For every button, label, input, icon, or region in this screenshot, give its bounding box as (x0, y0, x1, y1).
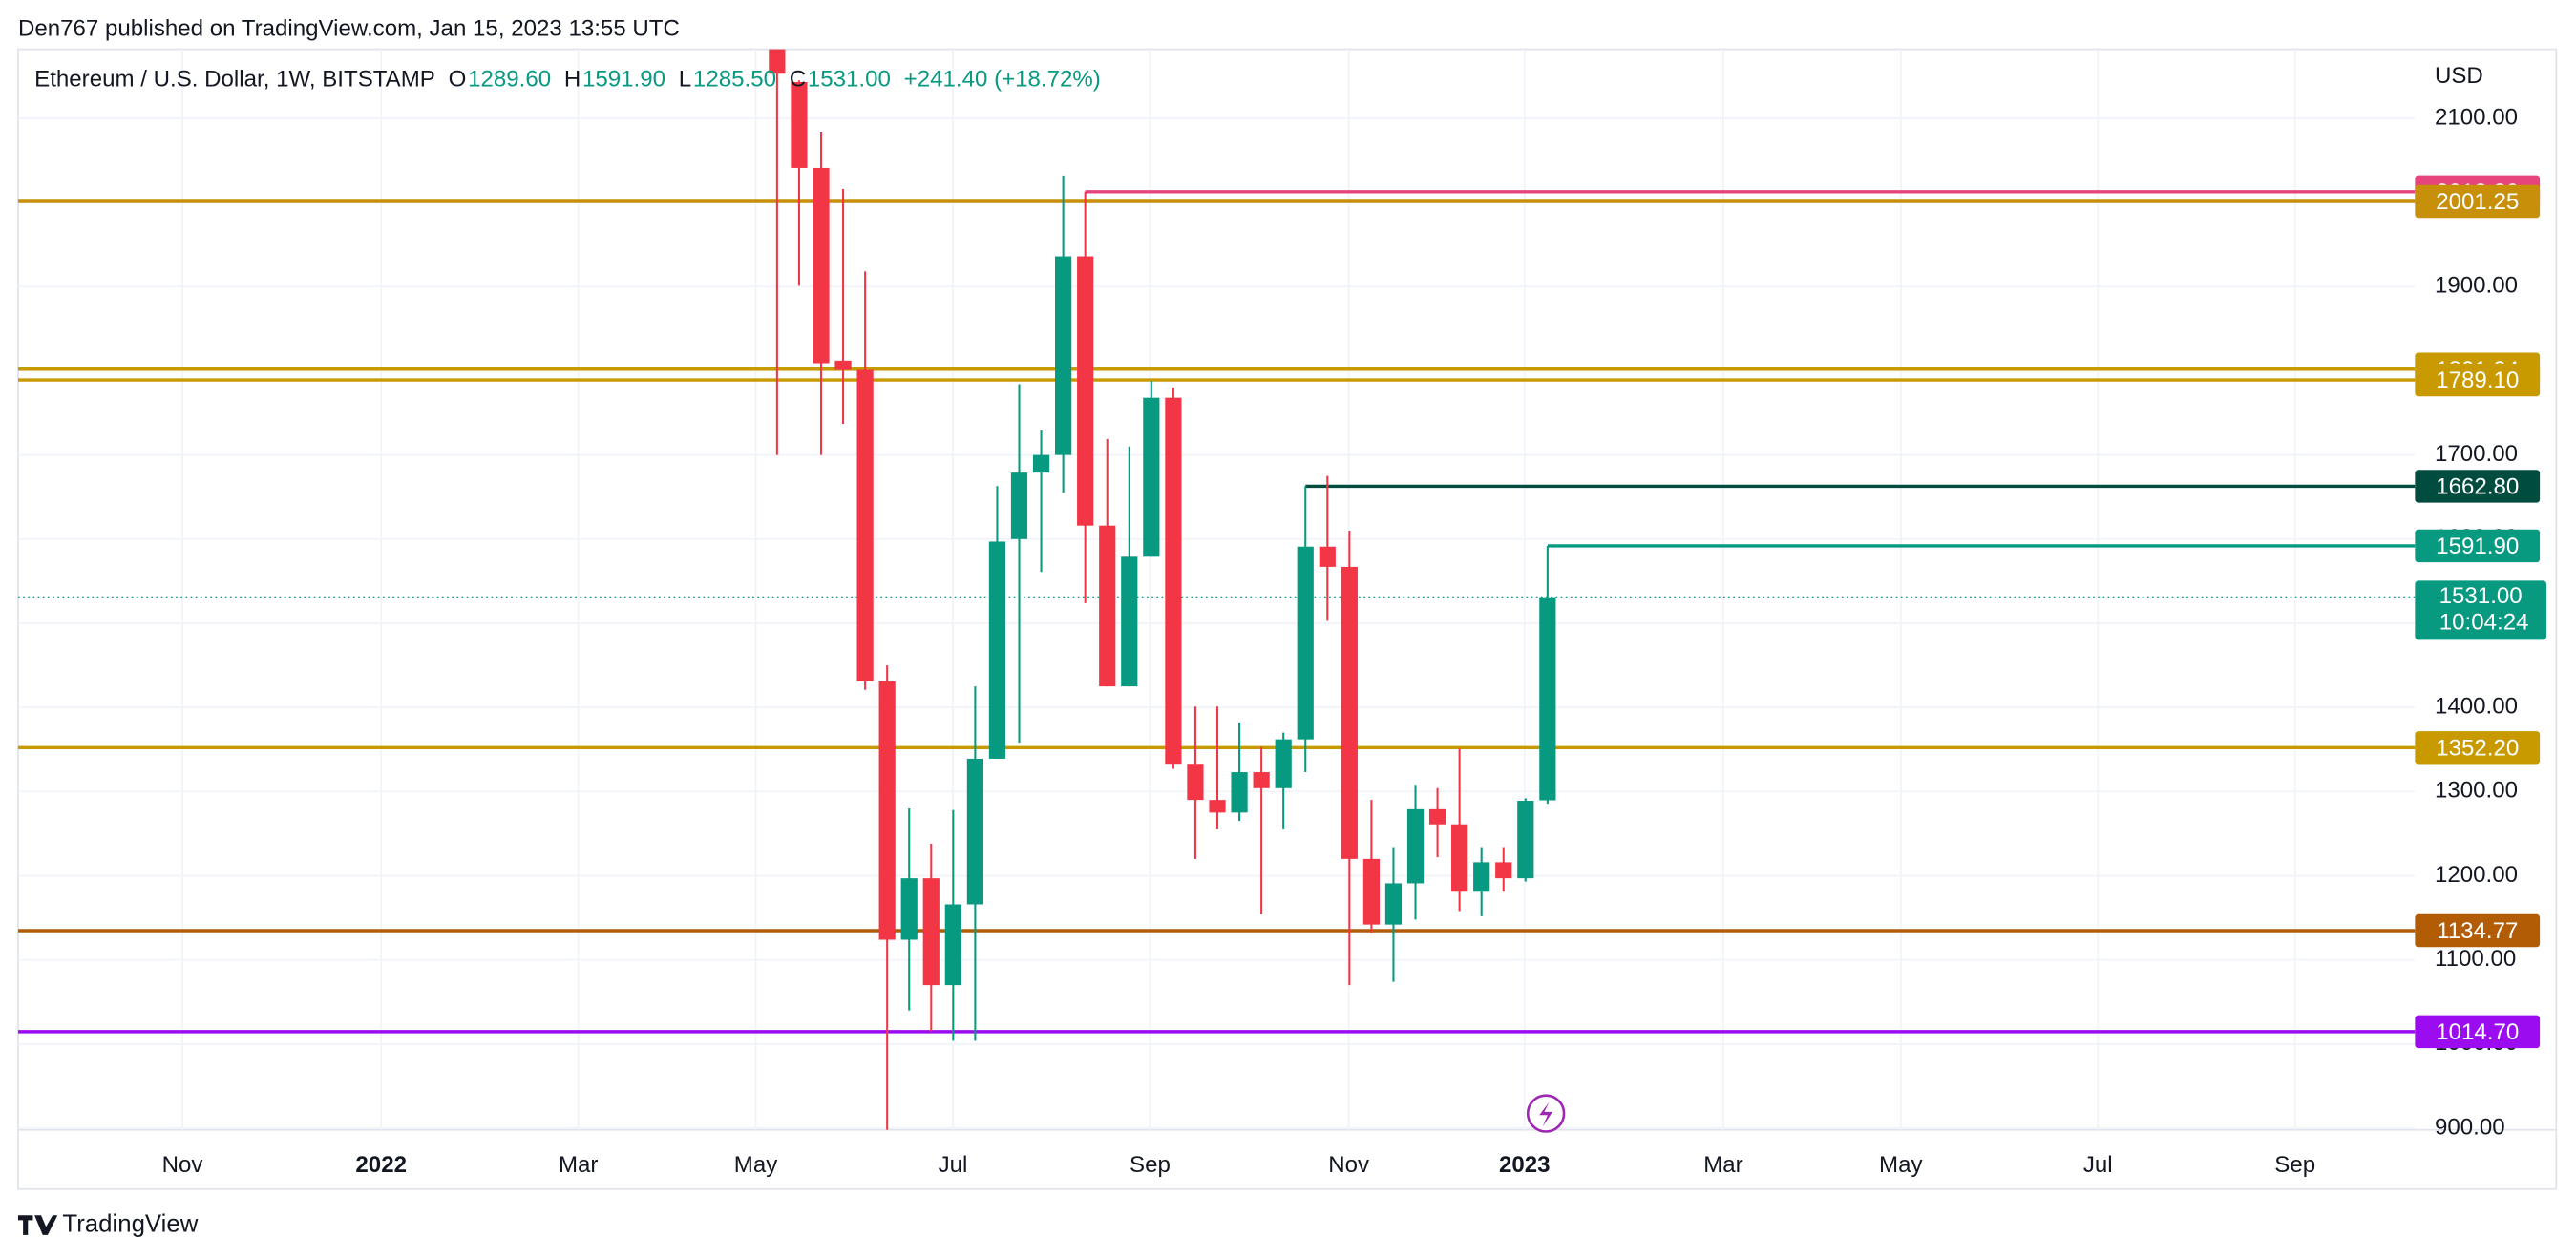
candle-body (1209, 800, 1226, 813)
y-tick-label: 1200.00 (2435, 862, 2518, 888)
currency: USD (2435, 63, 2483, 89)
lightning (1539, 1101, 1553, 1127)
candle-body (1055, 256, 1072, 455)
countdown: 10:04:24 (2439, 610, 2529, 636)
candle-body (1319, 546, 1336, 567)
legend-value: 1591.90 (582, 67, 665, 93)
candle-body (1384, 883, 1403, 925)
level-label: 1591.90 (2436, 534, 2519, 559)
candle-body (1451, 824, 1468, 892)
x-tick-label: May (734, 1152, 778, 1178)
candle-body (944, 904, 961, 986)
level-badge (2415, 363, 2541, 397)
level-badge (2415, 913, 2541, 948)
header: Den767 published on TradingView.com, Jan… (18, 15, 680, 41)
current-label: 1531.00 (2439, 583, 2523, 609)
candle-body (834, 360, 852, 370)
candle-body (1143, 397, 1160, 557)
level-label: 2001.25 (2436, 189, 2519, 215)
candle-body (1165, 397, 1182, 765)
x-tick-label: Mar (559, 1152, 598, 1178)
x-tick-label: May (1879, 1152, 1923, 1178)
candle-body (1406, 808, 1425, 884)
level-badge (2415, 731, 2541, 765)
y-tick-label: 1400.00 (2435, 694, 2518, 720)
candle-body (769, 49, 786, 74)
candle-body (1539, 597, 1556, 801)
level-badge (2415, 529, 2541, 563)
candles (769, 49, 1556, 1130)
x-tick-label: Nov (162, 1152, 203, 1178)
candle-body (791, 82, 808, 168)
x-tick-label: Jul (939, 1152, 968, 1178)
x-tick-label: Sep (2274, 1152, 2315, 1178)
level-label: 1352.20 (2436, 735, 2519, 761)
level-label: 1134.77 (2437, 918, 2518, 944)
level-label: 1789.10 (2436, 367, 2519, 393)
legend-value: 1285.50 (693, 67, 776, 93)
candle-body (1517, 801, 1534, 879)
legend-value: 1289.60 (468, 67, 551, 93)
x-tick-label: Nov (1328, 1152, 1369, 1178)
legend-key: H (564, 67, 581, 93)
candle-body (813, 167, 830, 364)
candle-body (922, 878, 940, 986)
levels (17, 190, 2416, 1034)
candle-body (1187, 764, 1204, 801)
x-tick-label: Sep (1130, 1152, 1171, 1178)
legend: Ethereum / U.S. Dollar, 1W, BITSTAMP O 128… (34, 67, 1101, 93)
x-tick-label: 2023 (1499, 1152, 1551, 1178)
level-badge (2415, 184, 2541, 219)
candle-body (1231, 772, 1248, 813)
legend-key: C (790, 67, 806, 93)
candle-body (1495, 862, 1512, 879)
level-badge (2415, 1015, 2541, 1049)
candle-body (1253, 772, 1270, 788)
x-tick-label: 2022 (355, 1152, 407, 1178)
candle-body (1121, 556, 1138, 687)
symbol-name: Ethereum / U.S. Dollar, 1W, BITSTAMP (34, 67, 435, 93)
level-label: 1662.80 (2436, 474, 2519, 500)
level-badge (2415, 470, 2541, 503)
candle-body (966, 758, 983, 905)
candle-body (1099, 525, 1116, 687)
candle-body (1428, 808, 1446, 825)
candle-body (1297, 546, 1314, 740)
legend-change: +241.40 (+18.72%) (904, 67, 1101, 93)
frame (17, 48, 2558, 1190)
x-tick-label: Jul (2083, 1152, 2113, 1178)
candle-body (1341, 566, 1358, 859)
level-label: 1014.70 (2436, 1019, 2519, 1045)
candle-body (1077, 256, 1094, 526)
y-tick-label: 1300.00 (2435, 778, 2518, 804)
current-badge (2415, 580, 2546, 640)
y-tick-label: 1100.00 (2435, 946, 2516, 972)
legend-key: L (679, 67, 691, 93)
y-tick-label: 2100.00 (2435, 104, 2518, 130)
candle-body (988, 541, 1006, 759)
candle-body (878, 681, 896, 940)
candle-body (1010, 472, 1028, 539)
candle-body (1275, 739, 1292, 788)
candle-body (856, 369, 874, 681)
candle-body (1362, 858, 1381, 925)
footer-brand: TradingView (62, 1210, 198, 1237)
y-tick-label: 900.00 (2435, 1114, 2505, 1140)
candle-body (1473, 862, 1490, 892)
x-tick-label: Mar (1703, 1152, 1742, 1178)
y-tick-label: 1900.00 (2435, 273, 2518, 299)
legend-key: O (449, 67, 467, 93)
candle-body (900, 878, 918, 940)
legend-value: 1531.00 (808, 67, 891, 93)
candle-body (1032, 454, 1050, 473)
y-tick-label: 1700.00 (2435, 441, 2518, 467)
logo (17, 1215, 58, 1235)
